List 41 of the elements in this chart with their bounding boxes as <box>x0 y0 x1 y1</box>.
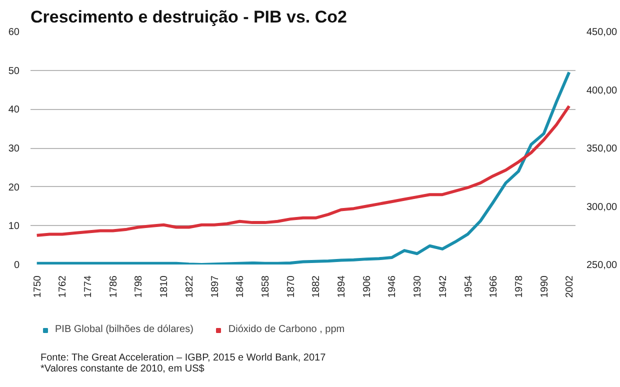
x-tick-label: 1894 <box>336 275 348 298</box>
y-tick-label: 40 <box>8 104 20 116</box>
y2-tick-label: 300,00 <box>586 202 618 213</box>
x-tick-label: 1870 <box>286 275 297 298</box>
y-tick-label: 30 <box>8 144 20 154</box>
x-tick-label: 1897 <box>210 275 221 298</box>
legend-label: Dióxido de Carbono , ppm <box>228 324 345 335</box>
chart-title: Crescimento e destruição - PIB vs. Co2 <box>30 8 347 26</box>
y-tick-label: 0 <box>14 260 20 271</box>
x-tick-label: 1930 <box>412 275 424 298</box>
x-tick-label: 1906 <box>362 275 373 298</box>
y-tick-label: 20 <box>8 182 20 194</box>
line-series <box>35 104 571 237</box>
y-tick-label: 50 <box>8 66 20 77</box>
x-tick-label: 1774 <box>83 275 94 298</box>
y2-tick-label: 400,00 <box>586 85 618 96</box>
x-tick-label: 1954 <box>463 275 474 298</box>
text: *Valores constante de 2010, em US$ <box>40 364 205 374</box>
y2-tick-label: 350,00 <box>586 144 618 154</box>
x-tick-label: 1786 <box>108 275 120 298</box>
x-tick-label: 1762 <box>58 275 69 298</box>
x-tick-label: 1978 <box>514 275 525 298</box>
x-tick-label: 1858 <box>260 275 272 298</box>
x-tick-label: 1882 <box>311 275 322 298</box>
x-tick-label: 1846 <box>235 275 246 298</box>
x-tick-label: 1798 <box>134 275 145 298</box>
x-tick-label: 1750 <box>32 275 44 298</box>
x-tick-label: 1966 <box>488 275 500 298</box>
y-tick-label: 60 <box>8 27 20 38</box>
y-tick-label: 10 <box>8 221 20 232</box>
legend-label: PIB Global (bilhões de dólares) <box>55 324 194 335</box>
y2-tick-label: 450,00 <box>586 27 618 38</box>
x-tick-label: 1946 <box>387 275 398 298</box>
line-series <box>35 70 571 264</box>
x-tick-label: 1990 <box>539 275 550 298</box>
x-tick-label: 1810 <box>159 275 170 298</box>
x-tick-label: 1822 <box>184 275 196 298</box>
source-note: Fonte: The Great Acceleration – IGBP, 2015 e World Bank, 2017 <box>40 352 326 364</box>
x-tick-label: 1942 <box>438 275 449 298</box>
x-tick-label: 2002 <box>564 275 576 298</box>
y2-tick-label: 250,00 <box>586 260 618 271</box>
